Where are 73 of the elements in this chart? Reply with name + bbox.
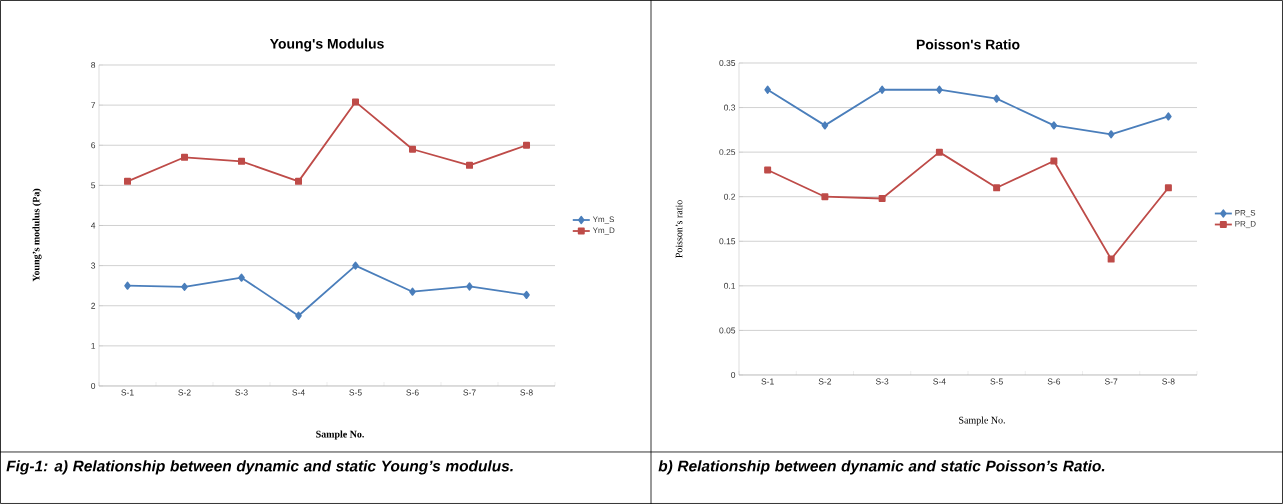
y-tick-label: 6 xyxy=(91,142,96,149)
point xyxy=(1165,112,1172,121)
point xyxy=(124,177,132,185)
y-tick-label: 0.05 xyxy=(719,327,736,334)
x-tick-label: S-7 xyxy=(1104,378,1118,385)
point xyxy=(352,261,359,270)
point xyxy=(181,153,189,161)
point xyxy=(523,290,530,299)
y-tick-label: 5 xyxy=(91,182,96,189)
point xyxy=(1164,184,1172,192)
y-tick-label: 7 xyxy=(91,102,96,109)
y-tick-label: 0.15 xyxy=(719,238,736,245)
y-tick-label: 2 xyxy=(91,302,96,309)
point xyxy=(1107,255,1115,263)
y-tick-label: 0 xyxy=(731,371,736,378)
x-tick-label: S-3 xyxy=(235,389,248,396)
y-axis-title: Young’s modulus (Pa) xyxy=(32,188,42,282)
x-axis-title: Sample No. xyxy=(959,416,1005,426)
x-tick-label: S-1 xyxy=(121,389,134,396)
x-tick-label: S-7 xyxy=(463,389,476,396)
x-tick-label: S-2 xyxy=(178,389,191,396)
y-tick-label: 0.35 xyxy=(719,60,736,66)
point xyxy=(352,98,360,106)
text: b) Relationship between dynamic and static Poisson’s Ratio. xyxy=(658,460,1105,475)
chart-title: Poisson's Ratio xyxy=(916,39,1020,50)
point xyxy=(993,184,1001,192)
y-tick-label: 0.3 xyxy=(724,104,736,111)
point xyxy=(238,273,245,282)
y-tick-label: 0.1 xyxy=(724,282,736,289)
x-tick-label: S-5 xyxy=(990,378,1003,385)
point xyxy=(878,85,886,94)
point xyxy=(466,282,473,291)
x-tick-label: S-4 xyxy=(933,378,946,385)
x-tick-label: S-3 xyxy=(875,378,889,385)
y-tick-label: 1 xyxy=(91,342,96,349)
x-tick-label: S-8 xyxy=(520,389,533,396)
point xyxy=(466,161,474,169)
point xyxy=(764,166,772,174)
point xyxy=(1107,130,1115,139)
point xyxy=(935,148,943,156)
point xyxy=(878,194,886,202)
x-tick-label: S-6 xyxy=(1047,378,1061,385)
x-tick-label: S-8 xyxy=(1162,378,1175,385)
point xyxy=(409,287,416,296)
x-axis-title: Sample No. xyxy=(316,430,364,440)
text: Fig-1: a) Relationship between dynamic and static Young’s modulus. xyxy=(6,460,513,475)
y-tick-label: 4 xyxy=(90,222,96,229)
x-tick-label: S-1 xyxy=(761,378,774,385)
point xyxy=(238,157,246,165)
point xyxy=(409,145,417,153)
x-tick-label: S-2 xyxy=(818,378,832,385)
x-tick-label: S-6 xyxy=(406,389,419,396)
y-tick-label: 0 xyxy=(91,382,96,389)
point xyxy=(821,121,829,130)
y-tick-label: 3 xyxy=(91,262,96,269)
y-axis-title: Poisson’s ratio xyxy=(675,200,683,258)
y-tick-label: 0.2 xyxy=(724,193,736,200)
point xyxy=(181,282,188,291)
point xyxy=(1050,157,1058,165)
y-tick-label: 8 xyxy=(91,62,96,68)
point xyxy=(821,193,829,201)
point xyxy=(764,85,771,94)
point xyxy=(1050,121,1058,130)
chart-title: Young's Modulus xyxy=(269,38,384,52)
y-tick-label: 0.25 xyxy=(719,149,736,156)
point xyxy=(993,94,1000,103)
point xyxy=(124,281,131,290)
x-tick-label: S-5 xyxy=(349,389,362,396)
point xyxy=(295,177,303,185)
point xyxy=(295,311,302,320)
x-tick-label: S-4 xyxy=(292,389,305,396)
point xyxy=(936,85,943,94)
point xyxy=(523,141,531,149)
